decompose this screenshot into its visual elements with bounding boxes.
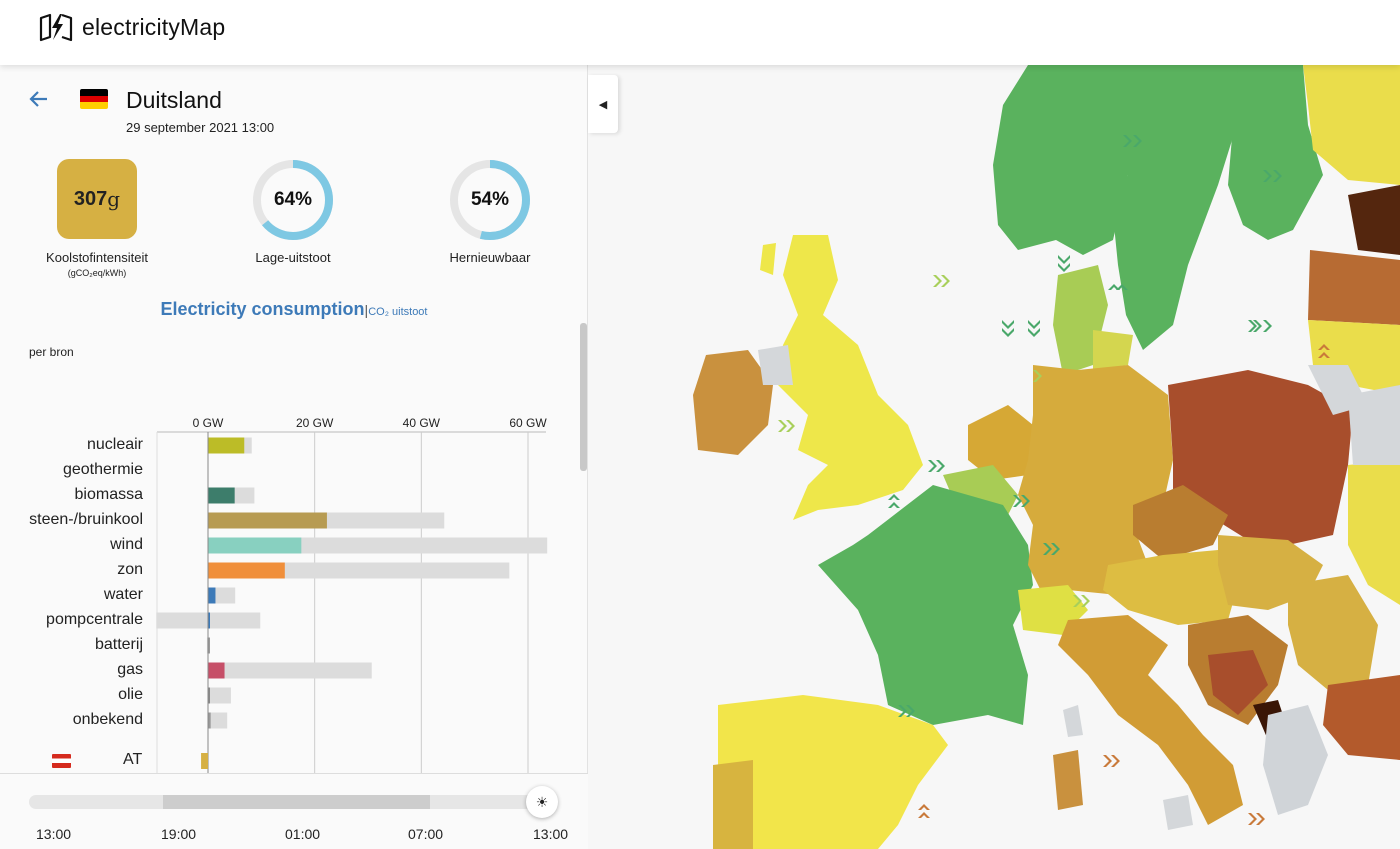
carbon-intensity-box: 307 g: [57, 159, 137, 239]
category-label: onbekend: [72, 710, 143, 728]
zone-datetime: 29 september 2021 13:00: [126, 120, 275, 135]
sun-icon: ☀: [535, 793, 549, 810]
production-bar: [208, 512, 327, 529]
lightning-map-icon: [39, 13, 73, 42]
x-tick-label: 0 GW: [193, 416, 224, 430]
time-tick: 13:00: [533, 826, 569, 842]
capacity-bar: [208, 687, 231, 704]
map[interactable]: [588, 65, 1400, 849]
category-label: gas: [117, 660, 143, 678]
capacity-bar: [208, 662, 372, 679]
flag-stripe: [80, 95, 108, 103]
time-tick: 01:00: [285, 826, 321, 842]
flag-stripe: [80, 102, 108, 109]
carbon-intensity-label: Koolstofintensiteit: [46, 250, 148, 265]
emissions-tab[interactable]: CO₂ uitstoot: [368, 306, 428, 318]
low-carbon-value: 64%: [273, 189, 313, 210]
back-arrow-svg: [29, 91, 47, 107]
category-label: geothermie: [62, 460, 143, 478]
production-bar: [208, 612, 210, 629]
europe-map[interactable]: [588, 65, 1400, 849]
production-bar: [208, 712, 211, 729]
category-label: pompcentrale: [46, 610, 143, 628]
production-chart: per bron 0 GW 20 GW 40 GW 60 GW nucleair geo…: [0, 335, 588, 773]
chart-svg: 0 GW 20 GW 40 GW 60 GW: [156, 416, 547, 773]
time-tick: 19:00: [161, 826, 197, 842]
carbon-intensity-unit: g: [107, 187, 121, 211]
x-tick-label: 20 GW: [296, 416, 334, 430]
app-name: electricityMap: [82, 13, 226, 40]
slider-handle[interactable]: ☀: [526, 786, 558, 818]
category-label: biomassa: [74, 485, 143, 503]
renewable-value: 54%: [470, 189, 510, 210]
time-tick: 13:00: [36, 826, 72, 842]
carbon-intensity-value: 307: [73, 187, 108, 210]
exchange-label: AT: [123, 751, 143, 768]
category-label: wind: [110, 535, 143, 553]
production-bar: [208, 637, 210, 654]
capacity-bar: [208, 712, 228, 729]
zone-details-panel: Duitsland 29 september 2021 13:00 307 g K…: [0, 65, 588, 849]
production-bar: [208, 437, 245, 454]
category-label: nucleair: [86, 435, 143, 453]
tab-separator: |: [364, 302, 369, 318]
panel-scrollbar[interactable]: [580, 323, 587, 471]
category-label: steen-/bruinkool: [29, 510, 143, 528]
x-tick-label: 40 GW: [403, 416, 441, 430]
arrow-left-icon[interactable]: [27, 87, 51, 116]
collapse-panel-button[interactable]: ◀: [588, 75, 618, 133]
logo[interactable]: electricityMap: [38, 12, 225, 42]
exchange-flag: [52, 754, 71, 768]
consumption-tab[interactable]: Electricity consumption: [160, 299, 365, 319]
low-carbon-label: Lage-uitstoot: [255, 250, 331, 265]
time-tick: 07:00: [408, 826, 444, 842]
slider-night-band: [163, 795, 430, 809]
ring-fill: [450, 160, 530, 240]
production-bar: [208, 587, 216, 604]
time-slider[interactable]: ☀ 13:00 19:00 01:00 07:00 13:00: [0, 773, 588, 849]
x-tick-label: 60 GW: [509, 416, 547, 430]
top-bar: electricityMap: [0, 0, 1400, 65]
production-bar: [208, 662, 225, 679]
carbon-intensity-sublabel: (gCO₂eq/kWh): [67, 268, 127, 278]
country-flag: [80, 89, 108, 109]
ring-fill: [253, 160, 333, 240]
category-label: batterij: [94, 635, 143, 653]
country-name: Duitsland: [126, 87, 222, 113]
flag-stripe: [80, 89, 108, 96]
production-bar: [208, 687, 210, 704]
caret-left-icon: ◀: [598, 98, 608, 111]
group-label: per bron: [29, 345, 74, 359]
production-bar: [208, 537, 302, 554]
production-bar: [208, 487, 235, 504]
renewable-ring: [450, 160, 530, 240]
chart-title: Electricity consumption|CO₂ uitstoot: [0, 299, 588, 320]
category-label: water: [103, 585, 143, 603]
low-carbon-ring: [253, 160, 333, 240]
renewable-label: Hernieuwbaar: [449, 250, 531, 265]
production-bar: [208, 562, 285, 579]
category-label: olie: [118, 685, 143, 703]
exchange-bar: [201, 753, 208, 769]
category-label: zon: [117, 560, 143, 578]
